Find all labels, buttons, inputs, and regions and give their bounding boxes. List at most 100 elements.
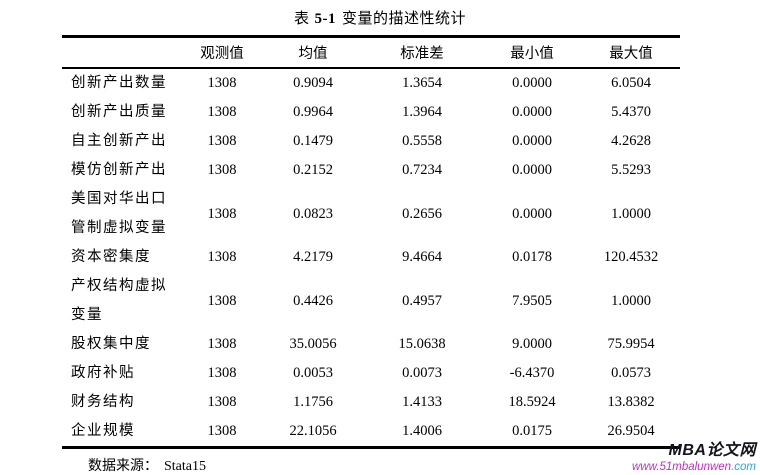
table-row: 产权结构虚拟 变量 1308 0.4426 0.4957 7.9505 1.00… <box>62 272 680 330</box>
table-row: 政府补贴 1308 0.0053 0.0073 -6.4370 0.0573 <box>62 359 680 388</box>
row-label-text: 变量 <box>71 307 103 323</box>
column-header-max: 最大值 <box>609 46 653 62</box>
row-label-text: 资本密集度 <box>71 249 151 265</box>
cell-max: 13.8382 <box>607 394 655 410</box>
table-title-prefix: 表 <box>293 11 310 27</box>
cell-observations: 1308 <box>207 423 237 439</box>
cell-max: 75.9954 <box>607 336 655 352</box>
row-label-text: 创新产出质量 <box>71 104 167 120</box>
table-row: 模仿创新产出 1308 0.2152 0.7234 0.0000 5.5293 <box>62 156 680 185</box>
table-row: 创新产出质量 1308 0.9964 1.3964 0.0000 5.4370 <box>62 98 680 127</box>
cell-mean: 35.0056 <box>289 336 337 352</box>
cell-min: 0.0000 <box>512 205 552 222</box>
cell-observations: 1308 <box>207 205 237 222</box>
row-label: 财务结构 <box>62 388 180 417</box>
cell-max: 5.4370 <box>611 104 651 120</box>
row-label: 产权结构虚拟 变量 <box>62 272 180 330</box>
row-label-text: 财务结构 <box>71 394 135 410</box>
table-row: 股权集中度 1308 35.0056 15.0638 9.0000 75.995… <box>62 330 680 359</box>
column-header-std: 标准差 <box>400 46 444 62</box>
watermark-url-tld: .com <box>731 460 756 473</box>
row-label-text: 产权结构虚拟 <box>71 278 167 294</box>
cell-observations: 1308 <box>207 394 237 410</box>
row-label: 股权集中度 <box>62 330 180 359</box>
cell-min: 0.0178 <box>512 249 552 265</box>
row-label: 自主创新产出 <box>62 127 180 156</box>
cell-std: 0.4957 <box>402 292 442 309</box>
cell-min: 0.0175 <box>512 423 552 439</box>
cell-mean: 0.4426 <box>293 292 333 309</box>
descriptive-statistics-table: 观测值 均值 标准差 最小值 最大值 创新产出数量 1308 0.9094 1.… <box>62 35 680 449</box>
cell-mean: 0.2152 <box>293 162 333 178</box>
row-label: 企业规模 <box>62 417 180 448</box>
cell-mean: 0.9964 <box>293 104 333 120</box>
row-label-text: 政府补贴 <box>71 365 135 381</box>
cell-std: 1.3654 <box>402 75 442 91</box>
cell-mean: 1.1756 <box>293 394 333 410</box>
cell-std: 9.4664 <box>402 249 442 265</box>
row-label-text: 管制虚拟变量 <box>71 220 167 236</box>
table-header-row: 观测值 均值 标准差 最小值 最大值 <box>62 37 680 68</box>
cell-min: 0.0000 <box>512 162 552 178</box>
cell-max: 6.0504 <box>611 75 651 91</box>
cell-max: 1.0000 <box>611 292 651 309</box>
table-row: 自主创新产出 1308 0.1479 0.5558 0.0000 4.2628 <box>62 127 680 156</box>
watermark-url-main: www.51mbalunwen <box>631 460 732 473</box>
row-label-text: 自主创新产出 <box>71 133 167 149</box>
cell-observations: 1308 <box>207 162 237 178</box>
cell-observations: 1308 <box>207 75 237 91</box>
table-row: 创新产出数量 1308 0.9094 1.3654 0.0000 6.0504 <box>62 68 680 98</box>
cell-observations: 1308 <box>207 249 237 265</box>
row-label: 创新产出质量 <box>62 98 180 127</box>
cell-min: -6.4370 <box>509 365 555 381</box>
cell-min: 9.0000 <box>512 336 552 352</box>
cell-observations: 1308 <box>207 365 237 381</box>
cell-mean: 0.0823 <box>293 205 333 222</box>
column-header-mean: 均值 <box>298 46 328 62</box>
site-watermark: MBA论文网 www.51mbalunwen.com <box>632 442 756 474</box>
row-label-text: 创新产出数量 <box>71 75 167 91</box>
row-label-text: 模仿创新产出 <box>71 162 167 178</box>
column-header-min: 最小值 <box>510 46 554 62</box>
cell-max: 120.4532 <box>603 249 659 265</box>
cell-std: 0.0073 <box>402 365 442 381</box>
table-row: 美国对华出口 管制虚拟变量 1308 0.0823 0.2656 0.0000 … <box>62 185 680 243</box>
cell-max: 5.5293 <box>611 162 651 178</box>
cell-min: 0.0000 <box>512 133 552 149</box>
row-label-text: 股权集中度 <box>71 336 151 352</box>
cell-std: 1.3964 <box>402 104 442 120</box>
cell-max: 0.0573 <box>611 365 651 381</box>
cell-std: 15.0638 <box>398 336 446 352</box>
cell-max: 1.0000 <box>611 205 651 222</box>
data-source-label: 数据来源： <box>88 459 158 474</box>
watermark-site-url: www.51mbalunwen.com <box>632 461 756 474</box>
cell-min: 7.9505 <box>512 292 552 309</box>
table-title-text: 变量的描述性统计 <box>342 11 467 27</box>
cell-std: 0.2656 <box>402 205 442 222</box>
row-label-text: 美国对华出口 <box>71 191 167 207</box>
row-label: 资本密集度 <box>62 243 180 272</box>
table-title-number: 5-1 <box>314 11 336 27</box>
cell-min: 18.5924 <box>508 394 556 410</box>
row-label: 创新产出数量 <box>62 68 180 98</box>
cell-std: 1.4133 <box>402 394 442 410</box>
row-label: 美国对华出口 管制虚拟变量 <box>62 185 180 243</box>
cell-observations: 1308 <box>207 133 237 149</box>
table-row: 资本密集度 1308 4.2179 9.4664 0.0178 120.4532 <box>62 243 680 272</box>
cell-std: 0.5558 <box>402 133 442 149</box>
row-label: 模仿创新产出 <box>62 156 180 185</box>
row-label: 政府补贴 <box>62 359 180 388</box>
cell-std: 1.4006 <box>402 423 442 439</box>
cell-mean: 0.1479 <box>293 133 333 149</box>
cell-max: 26.9504 <box>607 423 655 439</box>
cell-mean: 22.1056 <box>289 423 337 439</box>
cell-mean: 4.2179 <box>293 249 333 265</box>
row-label-text: 企业规模 <box>71 423 135 439</box>
table-title: 表 5-1 变量的描述性统计 <box>0 0 760 28</box>
watermark-site-name: MBA论文网 <box>668 442 756 460</box>
cell-min: 0.0000 <box>512 75 552 91</box>
data-source-note: 数据来源： Stata15 <box>88 455 760 475</box>
data-source-value: Stata15 <box>164 459 206 474</box>
table-row: 企业规模 1308 22.1056 1.4006 0.0175 26.9504 <box>62 417 680 448</box>
cell-mean: 0.0053 <box>293 365 333 381</box>
